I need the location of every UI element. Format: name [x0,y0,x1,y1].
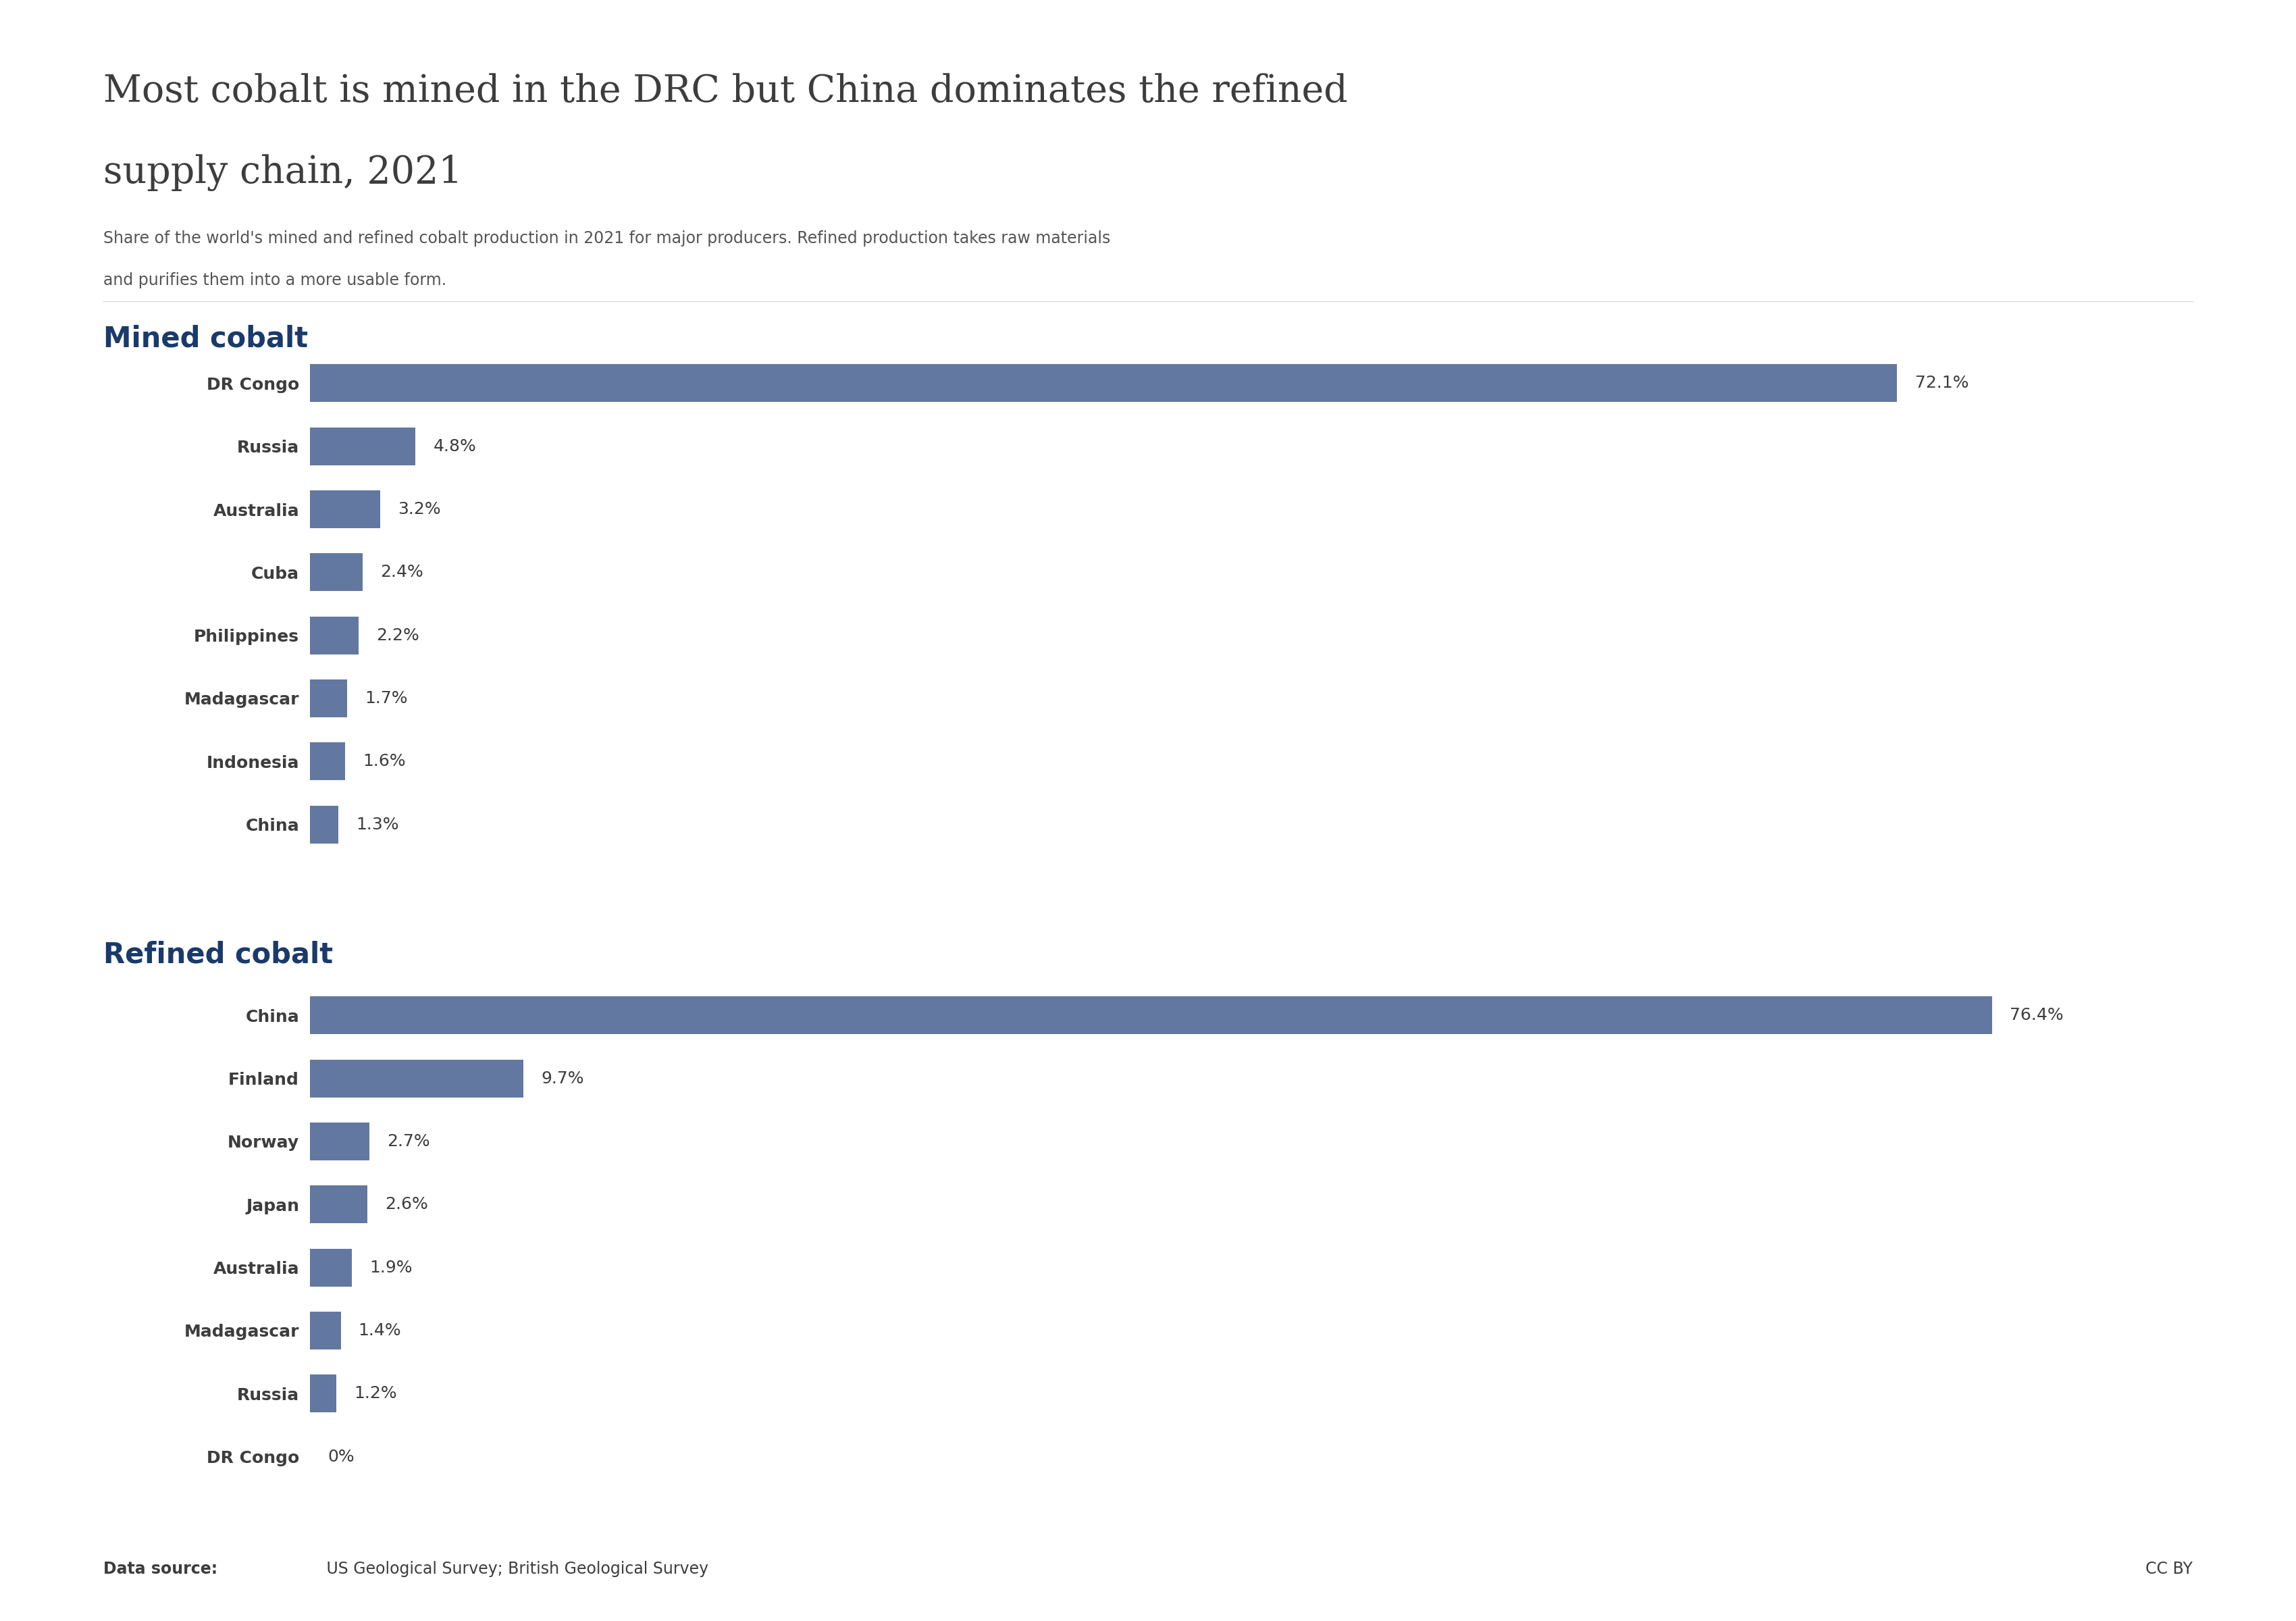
Text: 2.2%: 2.2% [377,627,420,644]
Text: supply chain, 2021: supply chain, 2021 [103,154,461,191]
Text: Data source:: Data source: [103,1561,218,1577]
Text: 4.8%: 4.8% [434,438,475,454]
Text: Refined cobalt: Refined cobalt [103,940,333,968]
Bar [310,997,1993,1034]
Bar [310,1311,340,1349]
Text: 1.6%: 1.6% [363,754,406,770]
Bar [310,553,363,592]
Text: 1.4%: 1.4% [358,1323,402,1339]
Bar [310,365,1896,402]
Text: 3.2%: 3.2% [397,501,441,517]
Text: 0%: 0% [328,1449,354,1465]
Text: Our World: Our World [2030,42,2126,58]
Bar [310,1122,370,1161]
Bar [310,616,358,655]
Text: 1.3%: 1.3% [356,817,400,833]
Bar [310,742,344,780]
Text: Share of the world's mined and refined cobalt production in 2021 for major produ: Share of the world's mined and refined c… [103,230,1111,246]
Text: 72.1%: 72.1% [1915,374,1968,391]
Text: 2.4%: 2.4% [381,564,422,580]
Text: 2.6%: 2.6% [386,1196,427,1213]
Text: in Data: in Data [2043,86,2112,102]
Text: and purifies them into a more usable form.: and purifies them into a more usable for… [103,272,445,289]
Bar [310,1375,338,1412]
Text: Most cobalt is mined in the DRC but China dominates the refined: Most cobalt is mined in the DRC but Chin… [103,73,1348,110]
Bar [310,679,347,716]
Bar [310,1060,523,1097]
Text: 9.7%: 9.7% [542,1070,583,1086]
Text: US Geological Survey; British Geological Survey: US Geological Survey; British Geological… [321,1561,709,1577]
Bar [310,428,416,465]
Text: CC BY: CC BY [2144,1561,2193,1577]
Text: 1.2%: 1.2% [354,1386,397,1402]
Bar [310,1248,351,1287]
Text: Mined cobalt: Mined cobalt [103,324,308,352]
Bar [310,806,338,843]
Text: 1.7%: 1.7% [365,691,409,707]
Bar [310,490,381,528]
Bar [310,1185,367,1224]
Text: 76.4%: 76.4% [2009,1007,2064,1023]
Text: 1.9%: 1.9% [370,1260,413,1276]
Text: 2.7%: 2.7% [388,1133,429,1149]
